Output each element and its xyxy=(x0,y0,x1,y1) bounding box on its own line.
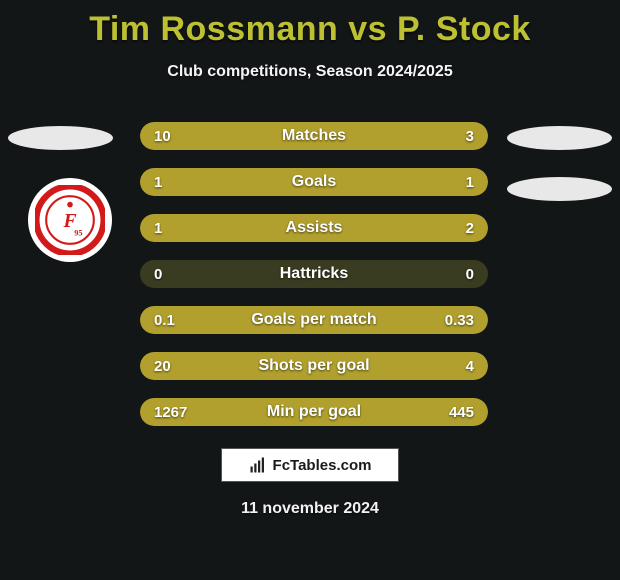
stat-value-right: 1 xyxy=(466,168,474,196)
stat-row: 0 Hattricks 0 xyxy=(140,260,488,288)
stat-value-right: 0 xyxy=(466,260,474,288)
stat-label: Goals xyxy=(140,168,488,196)
stat-label: Matches xyxy=(140,122,488,150)
stat-row: 1 Assists 2 xyxy=(140,214,488,242)
stat-label: Shots per goal xyxy=(140,352,488,380)
stat-row: 10 Matches 3 xyxy=(140,122,488,150)
stat-row: 1267 Min per goal 445 xyxy=(140,398,488,426)
stat-label: Goals per match xyxy=(140,306,488,334)
stat-label: Assists xyxy=(140,214,488,242)
watermark-text: FcTables.com xyxy=(273,457,372,474)
stat-row: 0.1 Goals per match 0.33 xyxy=(140,306,488,334)
club-badge-icon: F 95 xyxy=(35,185,105,255)
club-badge: F 95 xyxy=(28,178,112,262)
player-left-placeholder xyxy=(8,126,113,150)
stat-label: Hattricks xyxy=(140,260,488,288)
page-title: Tim Rossmann vs P. Stock xyxy=(0,0,620,49)
stat-label: Min per goal xyxy=(140,398,488,426)
player-right-placeholder-1 xyxy=(507,126,612,150)
svg-text:95: 95 xyxy=(74,228,82,237)
stat-value-right: 2 xyxy=(466,214,474,242)
watermark: FcTables.com xyxy=(221,448,399,482)
stat-value-right: 4 xyxy=(466,352,474,380)
stats-container: 10 Matches 3 1 Goals 1 1 Assists 2 0 Hat… xyxy=(140,122,488,444)
chart-icon xyxy=(249,456,267,474)
stat-value-right: 445 xyxy=(449,398,474,426)
stat-value-right: 3 xyxy=(466,122,474,150)
stat-value-right: 0.33 xyxy=(445,306,474,334)
stat-row: 20 Shots per goal 4 xyxy=(140,352,488,380)
player-right-placeholder-2 xyxy=(507,177,612,201)
subtitle: Club competitions, Season 2024/2025 xyxy=(0,63,620,81)
date: 11 november 2024 xyxy=(0,500,620,518)
stat-row: 1 Goals 1 xyxy=(140,168,488,196)
